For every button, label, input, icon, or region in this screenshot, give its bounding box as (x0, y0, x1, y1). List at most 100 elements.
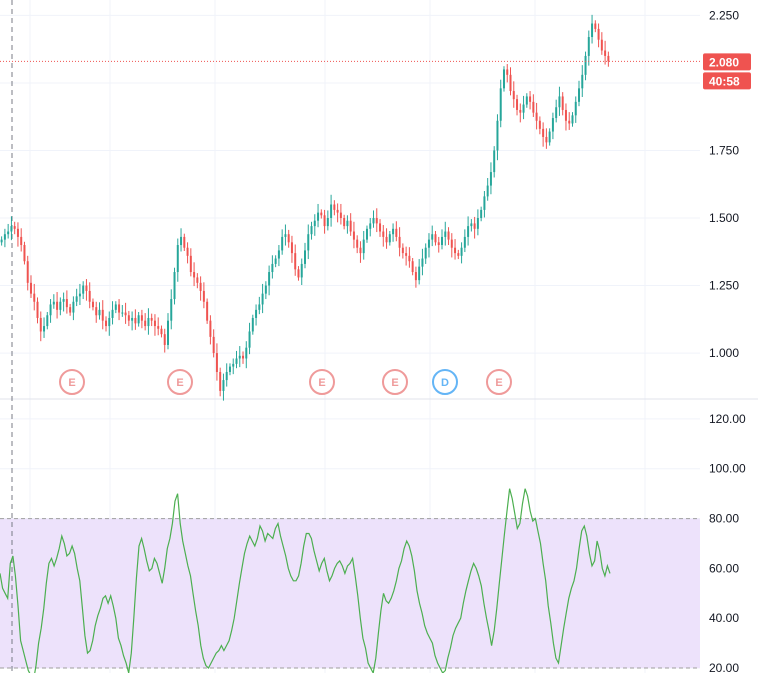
price-tick: 2.250 (709, 8, 739, 22)
dividend-marker[interactable]: D (432, 369, 458, 395)
candle-body (225, 371, 228, 381)
candle-body (365, 228, 368, 240)
countdown-value: 40:58 (709, 74, 740, 88)
candle-body (369, 223, 372, 229)
candle-body (183, 236, 186, 248)
candle-body (486, 185, 489, 197)
candle-body (3, 234, 6, 240)
osc-tick: 120.00 (709, 412, 746, 426)
candle-body (326, 218, 329, 227)
price-axis[interactable]: 2.250 1.750 1.500 1.250 1.000 (709, 8, 739, 360)
candle-body (209, 320, 212, 337)
price-tick: 1.000 (709, 346, 739, 360)
candle-body (176, 245, 179, 273)
candle-body (228, 366, 231, 372)
candle-body (313, 220, 316, 227)
candle-body (199, 282, 202, 291)
candle-body (362, 239, 365, 254)
candle-body (95, 307, 98, 316)
candle-body (375, 218, 378, 224)
candle-body (424, 247, 427, 259)
candle-body (447, 231, 450, 240)
candle-body (587, 37, 590, 56)
candle-body (473, 223, 476, 229)
candle-body (189, 255, 192, 273)
candle-body (114, 304, 117, 310)
candle-body (323, 215, 326, 227)
candle-body (444, 231, 447, 237)
last-price-badge (703, 53, 751, 71)
candle-body (242, 355, 245, 359)
event-marker-circle (59, 369, 85, 395)
candle-body (290, 242, 293, 254)
candle-body (196, 277, 199, 283)
candle-body (65, 299, 68, 308)
candle-body (336, 209, 339, 213)
candle-body (431, 234, 434, 240)
candle-body (379, 223, 382, 232)
candle-body (0, 239, 3, 243)
candle-body (398, 236, 401, 248)
candle-body (134, 317, 137, 324)
candle-body (108, 317, 111, 327)
candle-body (502, 69, 505, 89)
candle-body (147, 317, 150, 327)
candle-body (264, 285, 267, 294)
candle-body (568, 120, 571, 124)
osc-tick: 20.00 (709, 661, 739, 673)
candle-body (395, 228, 398, 237)
event-marker-label: E (318, 377, 325, 389)
candle-body (261, 293, 264, 305)
candle-body (59, 301, 62, 310)
candle-body (232, 363, 235, 367)
candle-body (597, 28, 600, 40)
osc-tick: 40.00 (709, 611, 739, 625)
candle-body (69, 307, 72, 313)
candle-body (427, 239, 430, 248)
osc-tick: 100.00 (709, 462, 746, 476)
candle-body (483, 196, 486, 210)
candle-body (160, 328, 163, 335)
candle-body (219, 371, 222, 391)
earnings-marker[interactable]: E (309, 369, 335, 395)
candle-body (538, 120, 541, 129)
candle-body (506, 69, 509, 75)
last-price-value: 2.080 (709, 55, 739, 69)
candle-body (450, 239, 453, 248)
candle-body (522, 104, 525, 113)
candle-body (118, 304, 121, 313)
candle-body (88, 290, 91, 302)
candle-body (545, 136, 548, 143)
candle-body (512, 91, 515, 100)
candle-body (339, 212, 342, 219)
candle-body (268, 272, 271, 286)
candle-body (499, 88, 502, 121)
candle-body (235, 358, 238, 364)
candle-body (463, 236, 466, 248)
event-marker-label: E (68, 377, 75, 389)
candle-body (408, 255, 411, 262)
earnings-marker[interactable]: E (382, 369, 408, 395)
candle-body (255, 309, 258, 318)
candle-body (124, 312, 127, 316)
earnings-marker[interactable]: E (167, 369, 193, 395)
candle-body (519, 109, 522, 113)
candle-body (356, 239, 359, 248)
candle-body (153, 320, 156, 327)
candle-body (26, 261, 29, 283)
candle-body (277, 250, 280, 259)
candle-body (542, 128, 545, 137)
earnings-marker[interactable]: E (486, 369, 512, 395)
candle-body (414, 272, 417, 281)
candle-body (137, 315, 140, 324)
osc-tick: 80.00 (709, 512, 739, 526)
earnings-marker[interactable]: E (59, 369, 85, 395)
candle-body (317, 212, 320, 221)
candle-body (105, 320, 108, 327)
candle-body (206, 301, 209, 321)
candle-body (574, 101, 577, 116)
oscillator-axis[interactable]: 120.00 100.00 80.00 60.00 40.00 20.00 (709, 412, 746, 673)
candle-body (300, 263, 303, 278)
